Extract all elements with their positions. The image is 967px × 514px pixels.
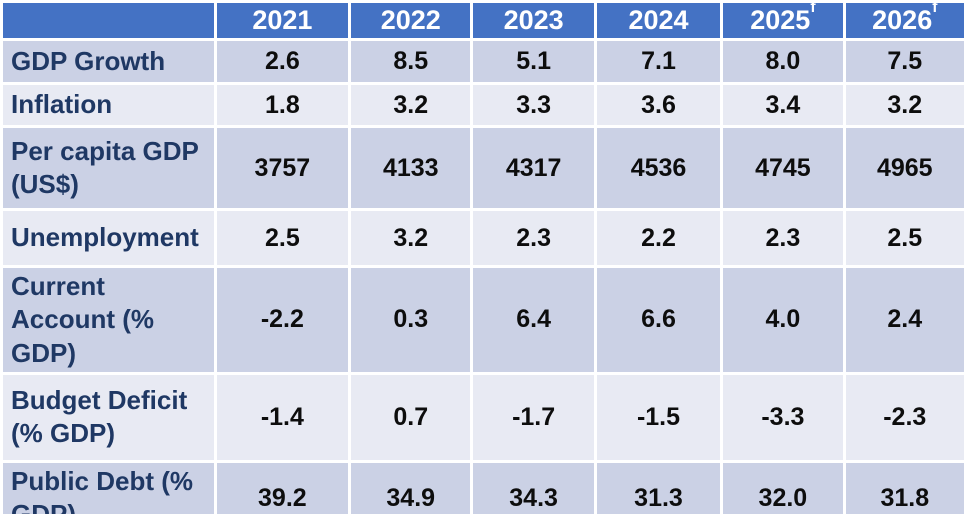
value-cell: 3757 (216, 128, 349, 208)
value-cell: -1.4 (216, 374, 349, 460)
value-cell: -2.2 (216, 268, 349, 372)
value-cell: 4536 (596, 128, 721, 208)
table-row: Unemployment 2.5 3.2 2.3 2.2 2.3 2.5 (3, 211, 964, 265)
value-cell: 7.1 (596, 41, 721, 82)
year-header-2025: 2025f (723, 3, 843, 38)
year-header-2026: 2026f (845, 3, 964, 38)
table-row: Per capita GDP (US$) 3757 4133 4317 4536… (3, 128, 964, 208)
value-cell: 2.6 (216, 41, 349, 82)
value-cell: 3.2 (351, 85, 471, 125)
value-cell: 2.3 (473, 211, 594, 265)
row-label-unemployment: Unemployment (3, 211, 214, 265)
year-label: 2025 (750, 5, 811, 35)
table-row: Inflation 1.8 3.2 3.3 3.6 3.4 3.2 (3, 85, 964, 125)
value-cell: -3.3 (723, 374, 843, 460)
value-cell: 6.4 (473, 268, 594, 372)
year-label: 2021 (252, 5, 313, 35)
table-row: Current Account (% GDP) -2.2 0.3 6.4 6.6… (3, 268, 964, 372)
value-cell: 3.3 (473, 85, 594, 125)
row-label-inflation: Inflation (3, 85, 214, 125)
value-cell: 5.1 (473, 41, 594, 82)
year-header-2023: 2023 (473, 3, 594, 38)
value-cell: -1.7 (473, 374, 594, 460)
value-cell: 3.2 (351, 211, 471, 265)
value-cell: 2.5 (216, 211, 349, 265)
value-cell: 0.7 (351, 374, 471, 460)
year-label: 2022 (380, 5, 441, 35)
value-cell: 39.2 (216, 462, 349, 514)
row-label-gdp-growth: GDP Growth (3, 41, 214, 82)
table-header-row: 2021 2022 2023 2024 2025f 2026f (3, 3, 964, 38)
value-cell: 2.4 (845, 268, 964, 372)
row-label-current-account: Current Account (% GDP) (3, 268, 214, 372)
value-cell: 7.5 (845, 41, 964, 82)
value-cell: 2.2 (596, 211, 721, 265)
value-cell: 31.8 (845, 462, 964, 514)
year-label: 2023 (503, 5, 564, 35)
year-header-2021: 2021 (216, 3, 349, 38)
value-cell: 31.3 (596, 462, 721, 514)
value-cell: 3.4 (723, 85, 843, 125)
value-cell: 34.9 (351, 462, 471, 514)
year-label: 2024 (628, 5, 689, 35)
value-cell: 8.0 (723, 41, 843, 82)
value-cell: -1.5 (596, 374, 721, 460)
row-label-public-debt: Public Debt (% GDP) (3, 462, 214, 514)
value-cell: 4965 (845, 128, 964, 208)
row-label-budget-deficit: Budget Deficit (% GDP) (3, 374, 214, 460)
value-cell: 1.8 (216, 85, 349, 125)
forecast-superscript: f (810, 3, 816, 16)
forecast-superscript: f (932, 3, 938, 16)
year-header-2024: 2024 (596, 3, 721, 38)
year-label: 2026 (872, 5, 933, 35)
value-cell: -2.3 (845, 374, 964, 460)
value-cell: 32.0 (723, 462, 843, 514)
value-cell: 3.2 (845, 85, 964, 125)
value-cell: 8.5 (351, 41, 471, 82)
value-cell: 34.3 (473, 462, 594, 514)
value-cell: 2.3 (723, 211, 843, 265)
table-row: Budget Deficit (% GDP) -1.4 0.7 -1.7 -1.… (3, 374, 964, 460)
value-cell: 2.5 (845, 211, 964, 265)
value-cell: 4745 (723, 128, 843, 208)
value-cell: 3.6 (596, 85, 721, 125)
value-cell: 6.6 (596, 268, 721, 372)
value-cell: 0.3 (351, 268, 471, 372)
value-cell: 4133 (351, 128, 471, 208)
value-cell: 4.0 (723, 268, 843, 372)
table-row: GDP Growth 2.6 8.5 5.1 7.1 8.0 7.5 (3, 41, 964, 82)
year-header-2022: 2022 (351, 3, 471, 38)
value-cell: 4317 (473, 128, 594, 208)
row-label-per-capita-gdp: Per capita GDP (US$) (3, 128, 214, 208)
table-row: Public Debt (% GDP) 39.2 34.9 34.3 31.3 … (3, 462, 964, 514)
corner-header-cell (3, 3, 214, 38)
